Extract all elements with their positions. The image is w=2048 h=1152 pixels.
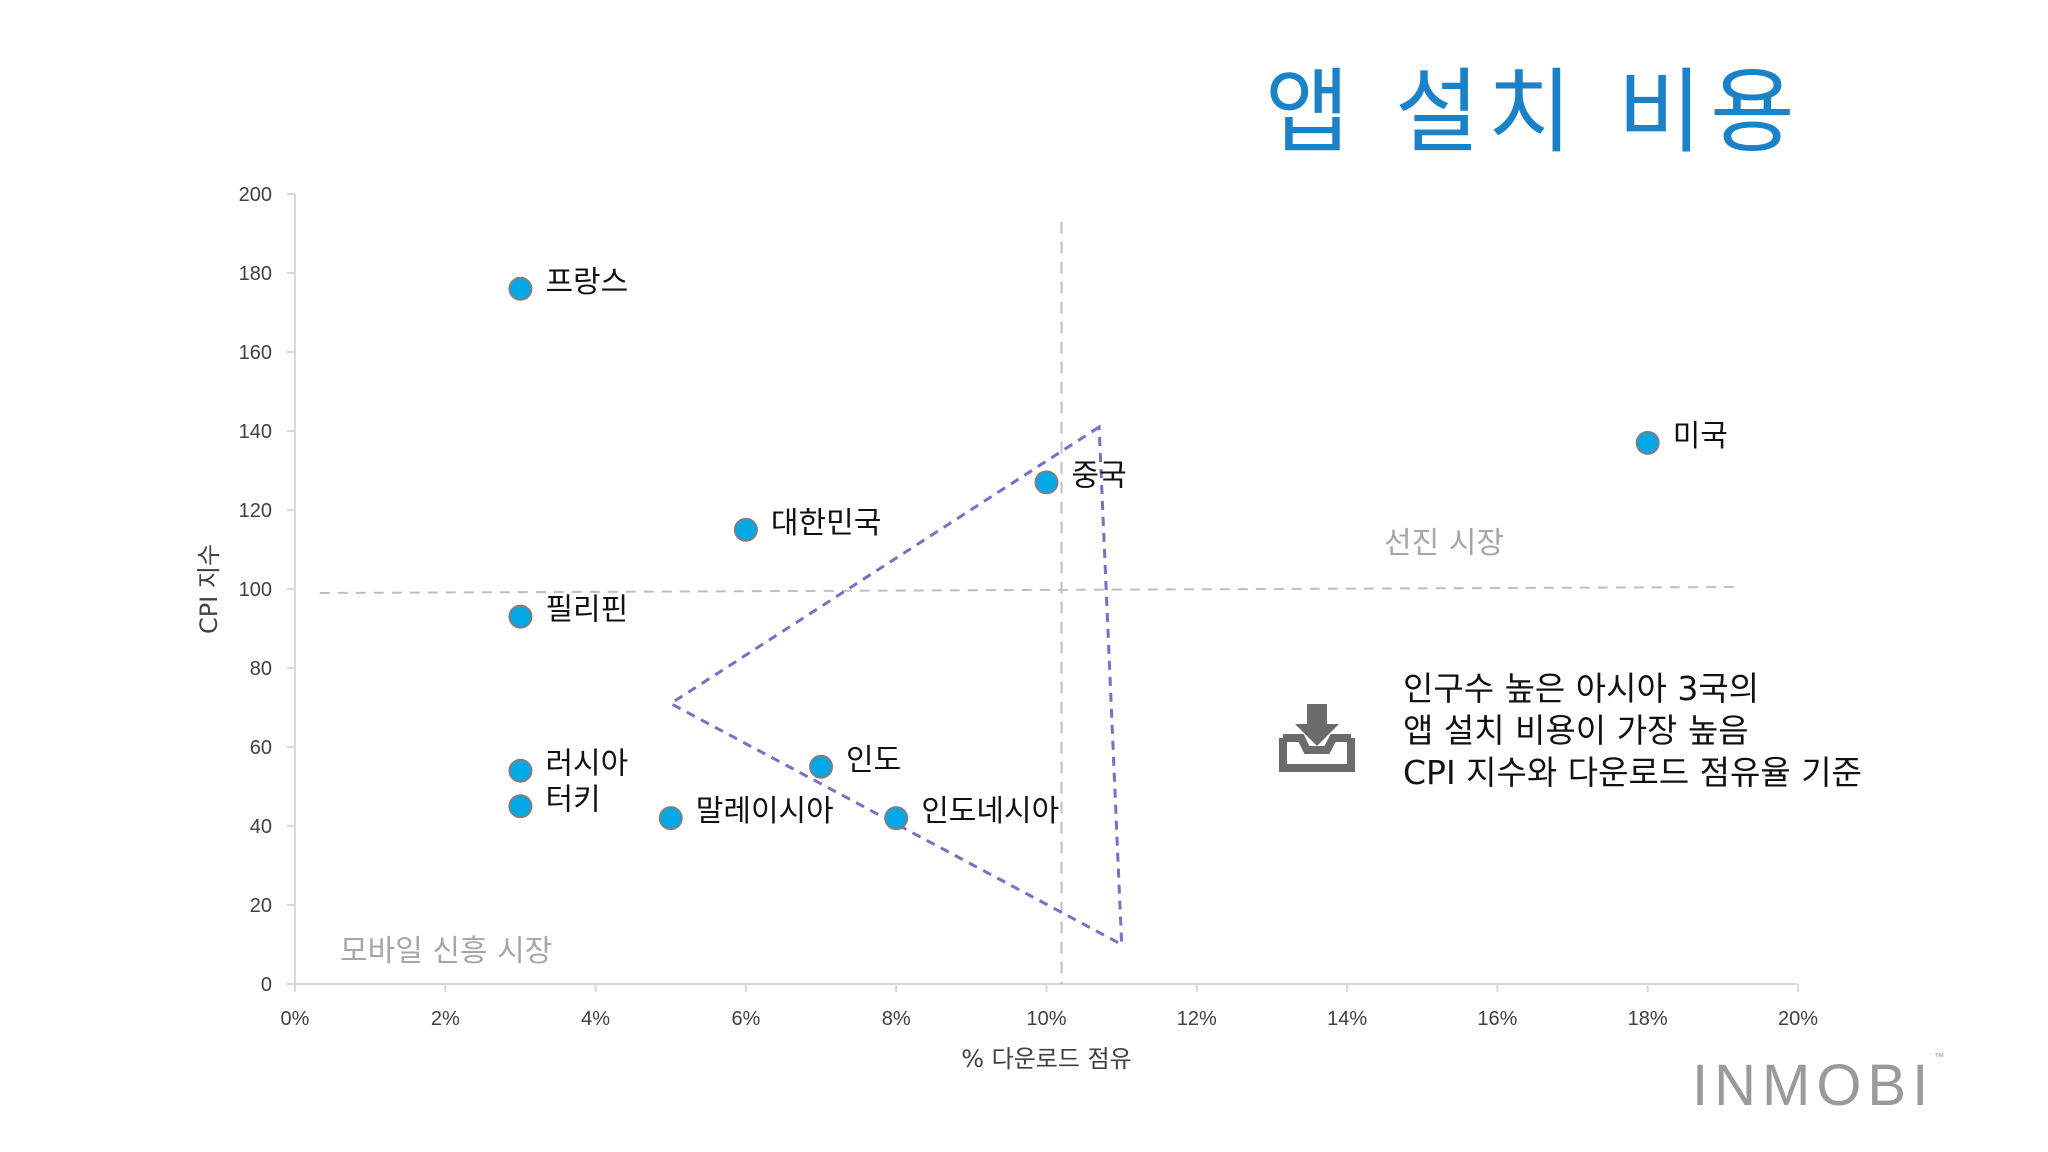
y-axis-title: CPI 지수 xyxy=(195,544,223,634)
y-tick-label: 40 xyxy=(250,816,272,838)
highlight-triangle xyxy=(667,424,1124,948)
data-point-label: 대한민국 xyxy=(771,506,881,541)
reference-line-horizontal xyxy=(319,586,1738,594)
data-point-label: 프랑스 xyxy=(545,265,628,300)
y-tick-label: 100 xyxy=(239,579,272,601)
page-title: 앱 설치 비용 xyxy=(1265,59,1803,166)
y-tick-label: 180 xyxy=(239,263,272,285)
data-point xyxy=(658,806,683,831)
data-point-label: 말레이시아 xyxy=(696,794,834,829)
reference-lines xyxy=(319,221,1738,984)
y-tick-label: 140 xyxy=(239,421,272,443)
brand-name: INMOBI xyxy=(1692,1053,1935,1118)
x-tick-label: 8% xyxy=(882,1008,911,1030)
y-tick-label: 0 xyxy=(261,974,272,996)
y-tick-label: 120 xyxy=(239,500,272,522)
data-point xyxy=(508,604,533,629)
data-point-label: 러시아 xyxy=(545,747,628,782)
y-tick-label: 200 xyxy=(239,184,272,206)
data-point-label: 미국 xyxy=(1673,419,1728,454)
data-point xyxy=(508,276,533,301)
data-point xyxy=(1635,430,1660,455)
chart-axes: 0% 2% 4% 6% 8% 10% 12% 14% 16% 18% 20% 0 20 40 60 80 100… xyxy=(239,184,1819,1030)
data-point-label: 터키 xyxy=(545,782,600,817)
triangle-outline xyxy=(667,424,1124,948)
x-tick-label: 14% xyxy=(1327,1008,1367,1030)
insight-line: CPI 지수와 다운로드 점유율 기준 xyxy=(1403,753,1862,792)
x-tick-label: 0% xyxy=(281,1008,310,1030)
download-tray-icon xyxy=(1277,704,1357,780)
brand-tm: ™ xyxy=(1934,1052,1945,1063)
quadrant-label-developed: 선진 시장 xyxy=(1384,526,1504,561)
data-point-label: 인도 xyxy=(846,743,901,778)
brand-logo: INMOBI™ xyxy=(1692,1052,1944,1119)
y-tick-label: 20 xyxy=(250,895,272,917)
data-point xyxy=(508,758,533,783)
data-point xyxy=(884,806,909,831)
data-point-label: 필리핀 xyxy=(545,593,628,628)
data-point xyxy=(508,794,533,819)
data-point-label: 인도네시아 xyxy=(921,794,1059,829)
y-tick-label: 160 xyxy=(239,342,272,364)
x-tick-label: 16% xyxy=(1477,1008,1517,1030)
x-tick-label: 18% xyxy=(1628,1008,1668,1030)
insight-line: 인구수 높은 아시아 3국의 xyxy=(1403,669,1760,708)
y-tick-label: 60 xyxy=(250,737,272,759)
x-axis-title: % 다운로드 점유 xyxy=(961,1045,1132,1073)
data-point xyxy=(1034,470,1059,495)
x-tick-label: 4% xyxy=(581,1008,610,1030)
x-tick-label: 10% xyxy=(1026,1008,1066,1030)
quadrant-label-emerging: 모바일 신흥 시장 xyxy=(340,934,552,969)
y-tick-label: 80 xyxy=(250,658,272,680)
x-tick-label: 6% xyxy=(731,1008,760,1030)
x-tick-label: 2% xyxy=(431,1008,460,1030)
data-point-label: 중국 xyxy=(1072,458,1127,493)
insight-text: 인구수 높은 아시아 3국의 앱 설치 비용이 가장 높음 CPI 지수와 다운… xyxy=(1403,668,1862,794)
data-point xyxy=(733,517,758,542)
data-point xyxy=(809,754,834,779)
insight-line: 앱 설치 비용이 가장 높음 xyxy=(1403,711,1749,750)
x-tick-label: 20% xyxy=(1778,1008,1818,1030)
x-tick-label: 12% xyxy=(1177,1008,1217,1030)
